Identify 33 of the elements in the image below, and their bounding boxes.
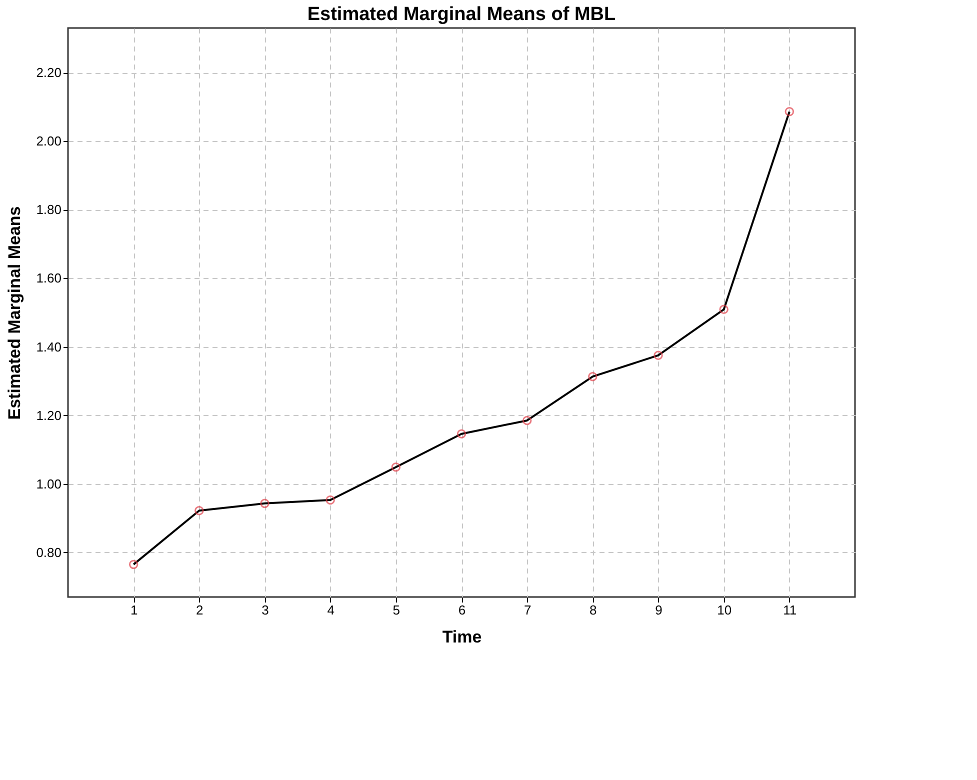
point xyxy=(456,429,466,438)
point xyxy=(260,498,270,508)
y-tick-label: 2.00 xyxy=(36,134,62,149)
x-tick-label: 11 xyxy=(783,602,797,618)
point xyxy=(719,304,728,314)
x-tick-label: 4 xyxy=(327,602,334,618)
point xyxy=(522,416,532,426)
y-tick-label: 1.00 xyxy=(36,476,62,492)
x-tick-label: 8 xyxy=(590,602,597,618)
x-tick-label: 3 xyxy=(262,602,269,618)
x-axis-title: Time xyxy=(442,628,482,646)
y-tick-label: 1.20 xyxy=(36,408,62,423)
x-tick-label: 9 xyxy=(655,602,662,618)
x-tick-label: 5 xyxy=(392,602,400,618)
y-tick-label: 0.80 xyxy=(36,544,62,560)
x-tick-label: 7 xyxy=(524,602,532,618)
point xyxy=(326,495,335,505)
y-tick-label: 1.80 xyxy=(36,202,62,218)
x-tick-label: 1 xyxy=(130,602,138,618)
point xyxy=(194,506,204,516)
y-tick-label: 1.40 xyxy=(36,339,62,354)
point xyxy=(128,560,138,570)
point xyxy=(588,372,598,382)
chart-title: Estimated Marginal Means of MBL xyxy=(307,4,616,25)
y-tick-label: 1.60 xyxy=(36,270,62,286)
point xyxy=(654,350,663,360)
point xyxy=(784,107,794,116)
point xyxy=(391,462,401,472)
x-tick-label: 6 xyxy=(458,602,466,618)
y-tick-label: 2.20 xyxy=(36,65,62,80)
x-tick-label: 2 xyxy=(196,602,204,618)
x-tick-label: 10 xyxy=(717,602,732,618)
y-axis-title: Estimated Marginal Means xyxy=(5,206,24,420)
